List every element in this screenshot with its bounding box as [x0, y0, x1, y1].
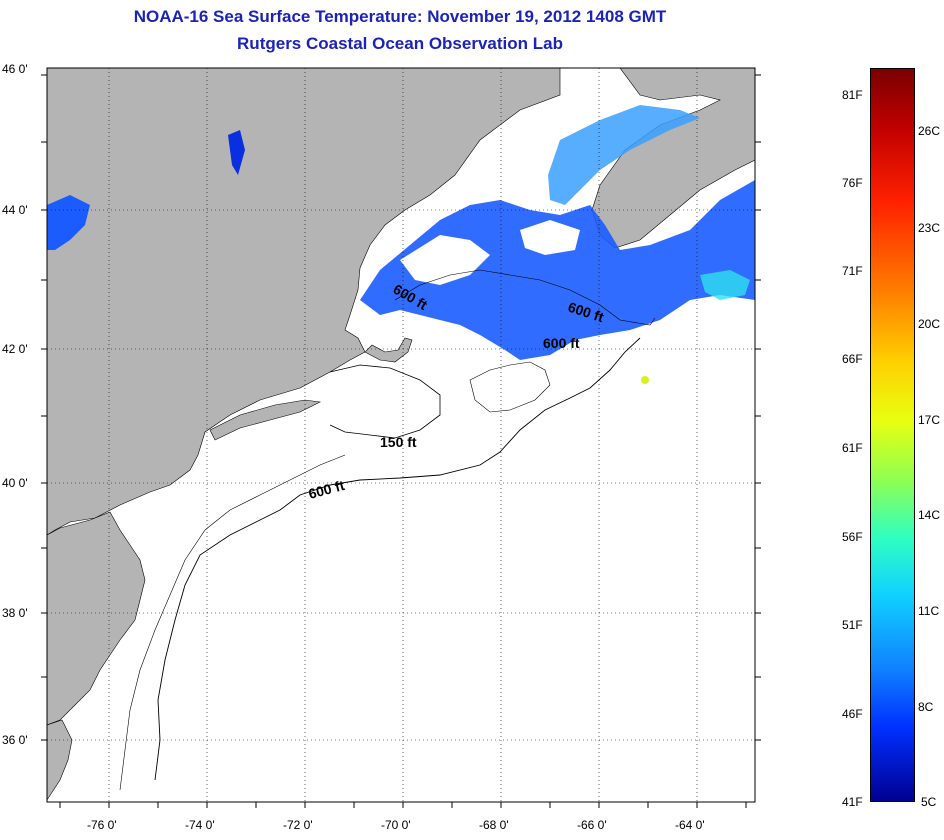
sst-warm-spot: [641, 376, 649, 384]
colorbar-f-label: 46F: [842, 707, 863, 721]
colorbar-c-label: 11C: [918, 604, 940, 618]
land-cape-cod: [364, 337, 413, 363]
lon-label: -72 0': [283, 818, 313, 832]
land-mainland: [47, 68, 561, 536]
sst-patch-bay-of-fundy: [548, 105, 700, 205]
land-delmarva: [47, 511, 146, 726]
colorbar-f-label: 51F: [842, 618, 863, 632]
colorbar-f-label: 66F: [842, 352, 863, 366]
colorbar-c-label: 5C: [921, 795, 937, 809]
map-frame: [46, 67, 756, 803]
contour-gulf-basin: [394, 269, 656, 326]
lat-label: 40 0': [2, 476, 28, 490]
colorbar-f-label: 41F: [842, 795, 863, 809]
temperature-colorbar: [870, 68, 915, 802]
colorbar-c-label: 17C: [918, 413, 941, 427]
contour-150ft: [329, 364, 441, 439]
sst-patch-northwest: [47, 195, 90, 250]
axis-ticks: [41, 74, 761, 808]
colorbar-c-label: 23C: [918, 221, 941, 235]
map-title: NOAA-16 Sea Surface Temperature: Novembe…: [133, 7, 667, 26]
lat-label: 42 0': [2, 342, 28, 356]
contour-label: 150 ft: [380, 434, 417, 450]
colorbar-f-label: 61F: [842, 441, 863, 455]
lat-label: 44 0': [2, 203, 28, 217]
sst-patch-gulf-of-maine: [360, 180, 755, 360]
lat-label: 46 0': [2, 62, 28, 76]
lat-label: 38 0': [2, 606, 28, 620]
colorbar-c-label: 8C: [918, 700, 934, 714]
lat-label: 36 0': [2, 733, 28, 747]
sst-patch-inland-lake: [228, 130, 245, 175]
map-subtitle: Rutgers Coastal Ocean Observation Lab: [237, 34, 563, 53]
colorbar-c-label: 20C: [918, 317, 941, 331]
colorbar-c-label: 14C: [918, 508, 941, 522]
lon-label: -76 0': [87, 818, 117, 832]
land-long-island: [209, 399, 322, 441]
lon-label: -64 0': [675, 818, 705, 832]
colorbar-f-label: 56F: [842, 530, 863, 544]
land-virginia: [47, 719, 73, 801]
colorbar-f-label: 71F: [842, 264, 863, 278]
colorbar-f-label: 76F: [842, 176, 863, 190]
contour-georges-bank: [469, 361, 551, 413]
lon-label: -70 0': [381, 818, 411, 832]
contour-label: 600 ft: [543, 335, 580, 351]
colorbar-c-label: 26C: [918, 124, 941, 138]
colorbar-f-label: 81F: [842, 88, 863, 102]
lon-label: -74 0': [185, 818, 215, 832]
lon-label: -68 0': [479, 818, 509, 832]
cloud-patch-2: [520, 220, 580, 255]
cloud-patch-1: [400, 235, 490, 285]
contour-inner-shelf: [119, 454, 346, 791]
sst-patch-east-cyan: [700, 270, 750, 300]
lon-label: -66 0': [577, 818, 607, 832]
contour-600ft-shelf: [154, 337, 641, 781]
